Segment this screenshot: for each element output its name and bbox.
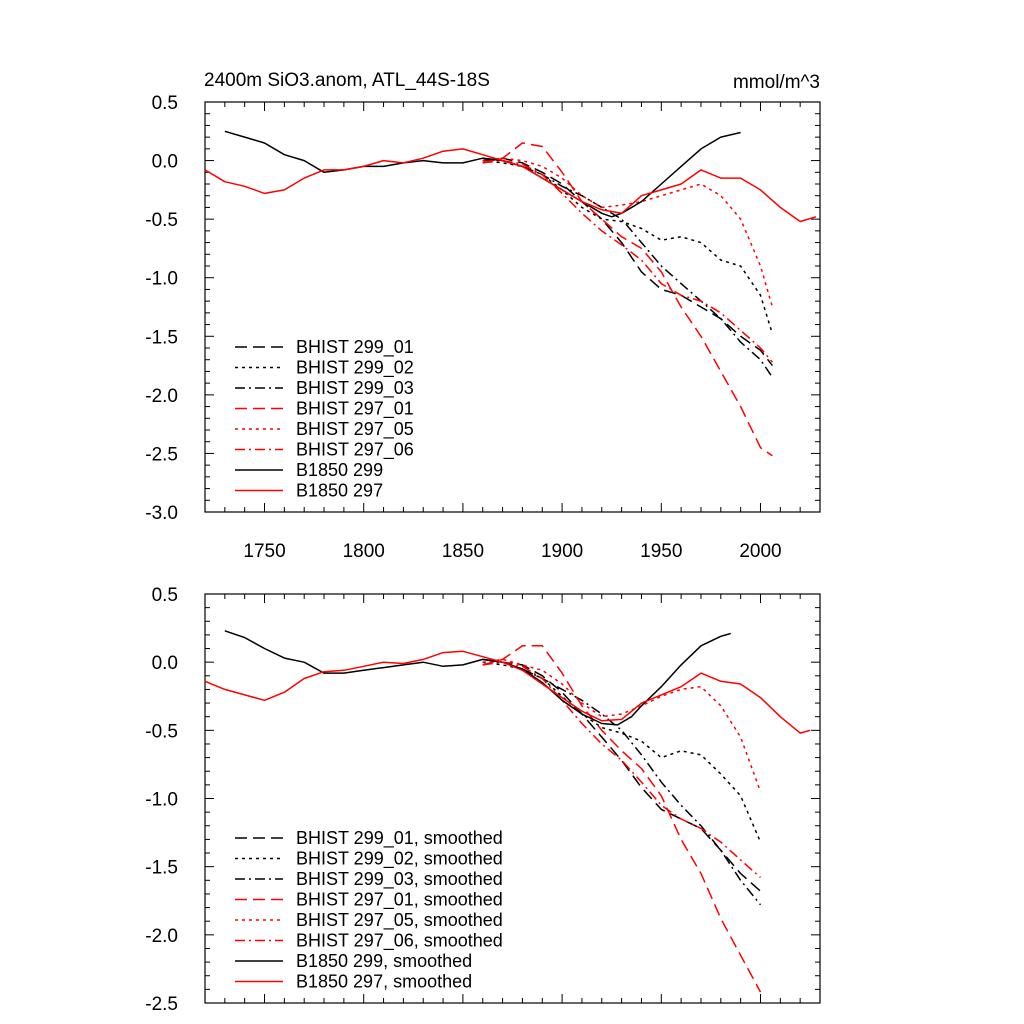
series-line — [482, 661, 762, 843]
legend-label: B1850 297, smoothed — [296, 972, 472, 992]
legend-label: BHIST 299_03, smoothed — [296, 869, 503, 890]
x-tick-label: 1950 — [640, 541, 682, 562]
legend-label: B1850 299 — [296, 460, 383, 480]
series-line — [482, 645, 762, 993]
legend-label: BHIST 299_01, smoothed — [296, 828, 503, 849]
series-line — [204, 650, 811, 734]
series-line — [482, 661, 761, 879]
series-line — [482, 157, 774, 308]
series-line — [482, 159, 774, 335]
series-line — [204, 148, 817, 223]
legend-label: BHIST 297_05 — [296, 419, 414, 440]
series-line — [482, 658, 761, 892]
y-tick-label: -1.0 — [145, 269, 178, 290]
legend-label: BHIST 299_02 — [296, 358, 414, 379]
legend-label: BHIST 299_02, smoothed — [296, 849, 503, 870]
chart-title: 2400m SiO3.anom, ATL_44S-18S — [204, 70, 490, 91]
y-tick-label: -0.5 — [145, 721, 178, 742]
x-tick-label: 1800 — [343, 541, 385, 562]
x-tick-label: 1750 — [243, 541, 285, 562]
y-tick-label: -1.0 — [145, 790, 178, 811]
legend-label: B1850 299, smoothed — [296, 951, 472, 971]
y-tick-label: -2.0 — [145, 386, 178, 407]
legend-label: BHIST 297_01, smoothed — [296, 890, 503, 911]
y-tick-label: -2.5 — [145, 444, 178, 465]
y-tick-label: 0.5 — [152, 93, 178, 114]
legend-label: BHIST 299_01 — [296, 337, 414, 358]
units-label: mmol/m^3 — [733, 72, 820, 93]
y-tick-label: -1.5 — [145, 858, 178, 879]
legend-label: BHIST 297_06, smoothed — [296, 931, 503, 952]
y-tick-label: 0.0 — [152, 653, 178, 674]
y-tick-label: -3.0 — [145, 503, 178, 524]
series-line — [224, 630, 731, 726]
x-tick-label: 2000 — [739, 541, 781, 562]
legend-label: B1850 297 — [296, 481, 383, 501]
y-tick-label: -2.5 — [145, 994, 178, 1015]
y-tick-label: -2.0 — [145, 926, 178, 947]
y-tick-label: 0.5 — [152, 585, 178, 606]
series-line — [482, 157, 773, 367]
legend-label: BHIST 297_05, smoothed — [296, 910, 503, 931]
series-line — [482, 658, 762, 906]
bottom-panel: 0.5 0.0 -0.5 -1.0 -1.5 -2.0 -2.5 BHIST 299_01, … — [145, 585, 821, 1015]
legend-label: BHIST 297_01 — [296, 399, 414, 420]
y-tick-label: 0.0 — [152, 152, 178, 173]
series-line — [482, 142, 773, 457]
plot-frame — [204, 101, 821, 513]
x-tick-label: 1900 — [541, 541, 583, 562]
top-panel: 2400m SiO3.anom, ATL_44S-18S mmol/m^3 17… — [145, 70, 821, 562]
x-tick-label: 1850 — [442, 541, 484, 562]
legend-label: BHIST 297_06 — [296, 440, 414, 461]
y-tick-label: -1.5 — [145, 327, 178, 348]
legend-label: BHIST 299_03 — [296, 378, 414, 399]
series-line — [482, 159, 773, 363]
series-line — [482, 157, 774, 378]
y-tick-label: -0.5 — [145, 210, 178, 231]
series-line — [224, 130, 741, 218]
series-line — [482, 658, 762, 792]
